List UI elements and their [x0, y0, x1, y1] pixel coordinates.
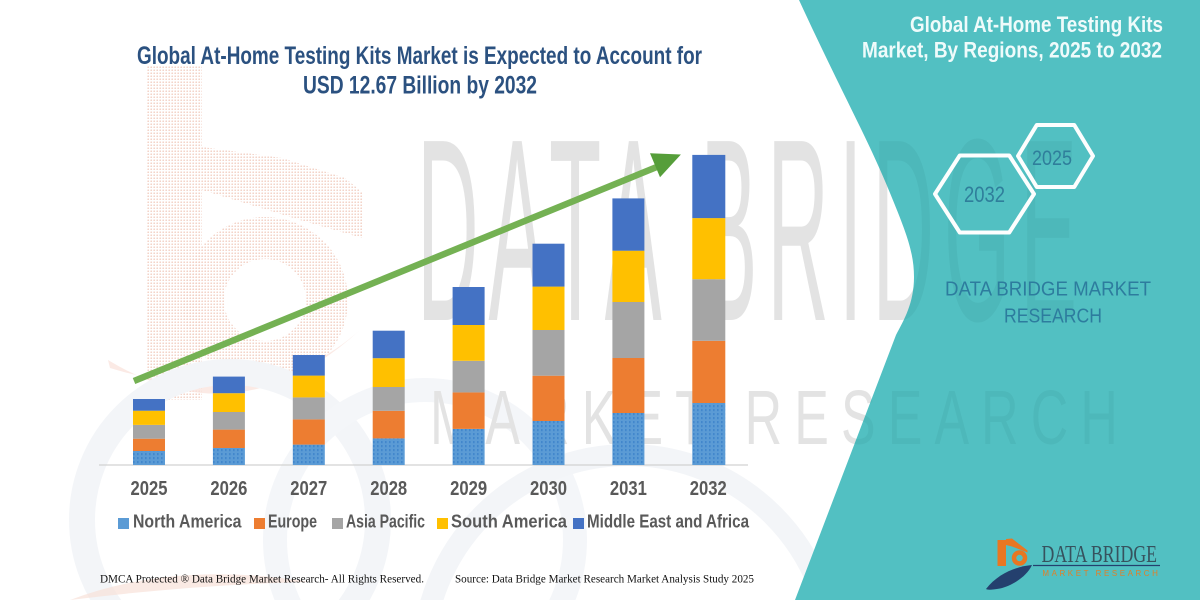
svg-text:Global At-Home Testing Kits: Global At-Home Testing Kits	[910, 12, 1163, 37]
svg-text:USD 12.67 Billion by 2032: USD 12.67 Billion by 2032	[303, 72, 537, 100]
svg-text:2026: 2026	[210, 477, 247, 500]
svg-text:MARKET RESEARCH: MARKET RESEARCH	[1042, 569, 1159, 578]
svg-text:Global At-Home Testing Kits Ma: Global At-Home Testing Kits Market is Ex…	[137, 42, 702, 70]
svg-text:2032: 2032	[964, 182, 1005, 207]
svg-text:2028: 2028	[370, 477, 407, 500]
svg-text:Asia Pacific: Asia Pacific	[346, 512, 425, 532]
svg-text:DATA BRIDGE MARKET: DATA BRIDGE MARKET	[945, 278, 1151, 301]
svg-text:2025: 2025	[1032, 147, 1072, 170]
svg-text:RESEARCH: RESEARCH	[1004, 305, 1102, 328]
svg-text:2030: 2030	[530, 477, 567, 500]
svg-text:2029: 2029	[450, 477, 487, 500]
svg-text:2025: 2025	[131, 477, 168, 500]
svg-text:Market, By Regions, 2025 to 20: Market, By Regions, 2025 to 2032	[862, 38, 1162, 63]
svg-text:2031: 2031	[610, 477, 647, 500]
svg-text:North America: North America	[133, 512, 242, 532]
svg-text:2027: 2027	[290, 477, 327, 500]
svg-text:Europe: Europe	[268, 512, 317, 532]
svg-text:South America: South America	[451, 512, 568, 532]
svg-text:DATA BRIDGE: DATA BRIDGE	[1042, 542, 1158, 568]
svg-text:Middle East and Africa: Middle East and Africa	[587, 512, 750, 532]
svg-text:Source: Data Bridge Market Res: Source: Data Bridge Market Research Mark…	[455, 574, 754, 586]
svg-text:2032: 2032	[690, 477, 727, 500]
svg-text:DMCA Protected ® Data Bridge M: DMCA Protected ® Data Bridge Market Rese…	[100, 574, 424, 586]
